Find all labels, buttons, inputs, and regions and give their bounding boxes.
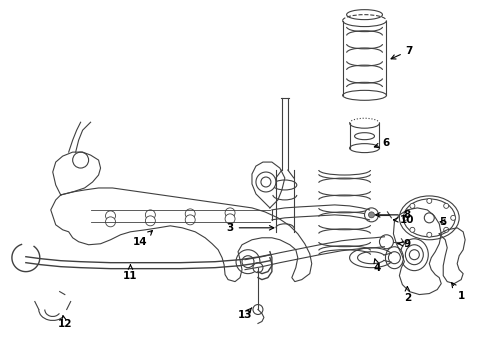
Text: 7: 7 xyxy=(391,45,413,59)
Circle shape xyxy=(427,232,432,237)
Circle shape xyxy=(146,210,155,220)
Text: 10: 10 xyxy=(393,215,415,225)
Circle shape xyxy=(105,217,116,227)
Circle shape xyxy=(389,252,400,264)
Circle shape xyxy=(410,203,415,208)
Circle shape xyxy=(379,235,393,249)
Ellipse shape xyxy=(343,90,387,100)
Ellipse shape xyxy=(403,199,455,237)
Text: 2: 2 xyxy=(404,287,411,302)
Text: 3: 3 xyxy=(226,223,274,233)
Circle shape xyxy=(105,211,116,221)
Circle shape xyxy=(253,305,263,315)
Circle shape xyxy=(225,208,235,218)
Circle shape xyxy=(242,256,254,268)
Text: 1: 1 xyxy=(452,283,465,301)
Text: 4: 4 xyxy=(374,259,381,273)
Circle shape xyxy=(424,213,434,223)
Circle shape xyxy=(146,216,155,226)
Text: 12: 12 xyxy=(57,316,72,329)
Ellipse shape xyxy=(386,247,403,269)
Circle shape xyxy=(256,172,276,192)
Circle shape xyxy=(261,177,271,187)
Circle shape xyxy=(444,203,449,208)
Circle shape xyxy=(365,208,378,222)
Circle shape xyxy=(73,152,89,168)
Circle shape xyxy=(225,214,235,224)
Ellipse shape xyxy=(399,196,459,240)
Circle shape xyxy=(403,215,408,220)
Text: 5: 5 xyxy=(440,217,447,227)
Text: 9: 9 xyxy=(398,239,411,249)
Text: 8: 8 xyxy=(375,210,411,220)
Circle shape xyxy=(444,227,449,232)
Circle shape xyxy=(185,209,195,219)
Circle shape xyxy=(409,250,419,260)
Circle shape xyxy=(410,227,415,232)
Circle shape xyxy=(185,215,195,225)
Ellipse shape xyxy=(400,239,428,271)
Text: 6: 6 xyxy=(374,138,390,148)
Text: 11: 11 xyxy=(123,265,138,281)
Circle shape xyxy=(236,250,260,274)
Circle shape xyxy=(368,212,374,218)
Text: 13: 13 xyxy=(238,308,252,320)
Ellipse shape xyxy=(405,245,423,265)
Circle shape xyxy=(451,215,456,220)
Text: 14: 14 xyxy=(133,230,152,247)
Circle shape xyxy=(253,263,263,273)
Circle shape xyxy=(427,198,432,203)
Ellipse shape xyxy=(349,144,379,153)
